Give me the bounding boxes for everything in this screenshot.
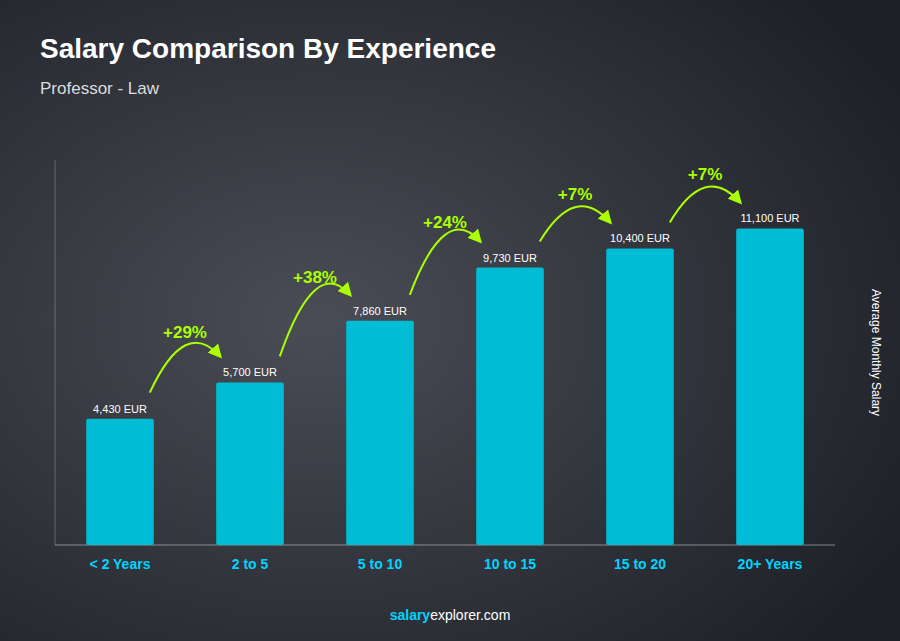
- pct-label: +24%: [423, 213, 467, 232]
- x-tick-label: 20+ Years: [738, 556, 803, 572]
- bars: [86, 228, 804, 545]
- pct-label: +29%: [163, 323, 207, 342]
- bar: [86, 419, 154, 545]
- y-axis-label: Average Monthly Salary: [869, 289, 883, 416]
- data-label: 9,730 EUR: [483, 252, 537, 264]
- x-tick-label: 15 to 20: [614, 556, 666, 572]
- footer-part: salary: [390, 607, 431, 623]
- data-label: 10,400 EUR: [610, 232, 670, 244]
- data-label: 7,860 EUR: [353, 305, 407, 317]
- y-axis-line: [55, 160, 56, 545]
- data-label: 4,430 EUR: [93, 403, 147, 415]
- subtitle: Professor - Law: [40, 79, 160, 98]
- title: Salary Comparison By Experience: [40, 33, 496, 64]
- bar: [346, 321, 414, 545]
- bar: [606, 248, 674, 545]
- pct-label: +7%: [688, 165, 723, 184]
- pct-arrow: [670, 186, 740, 222]
- bar: [476, 268, 544, 545]
- pct-label: +38%: [293, 268, 337, 287]
- pct-arrow: [150, 343, 220, 393]
- footer: salaryexplorer.com: [390, 607, 511, 623]
- background: [0, 0, 900, 641]
- pct-arrow: [410, 230, 480, 295]
- x-tick-label: 2 to 5: [232, 556, 269, 572]
- pct-arrow: [540, 206, 610, 241]
- data-label: 5,700 EUR: [223, 366, 277, 378]
- data-label: 11,100 EUR: [740, 212, 799, 224]
- bar: [736, 228, 804, 545]
- footer-part: explorer.com: [430, 607, 510, 623]
- baseline: [55, 545, 835, 546]
- pct-label: +7%: [558, 185, 593, 204]
- bar: [216, 382, 284, 545]
- x-tick-label: < 2 Years: [90, 556, 151, 572]
- chart-container: Salary Comparison By Experience Professor…: [0, 0, 900, 641]
- pct-arrow: [280, 284, 350, 357]
- x-tick-label: 5 to 10: [358, 556, 403, 572]
- chart-svg: Salary Comparison By Experience Professor…: [0, 0, 900, 641]
- x-tick-label: 10 to 15: [484, 556, 536, 572]
